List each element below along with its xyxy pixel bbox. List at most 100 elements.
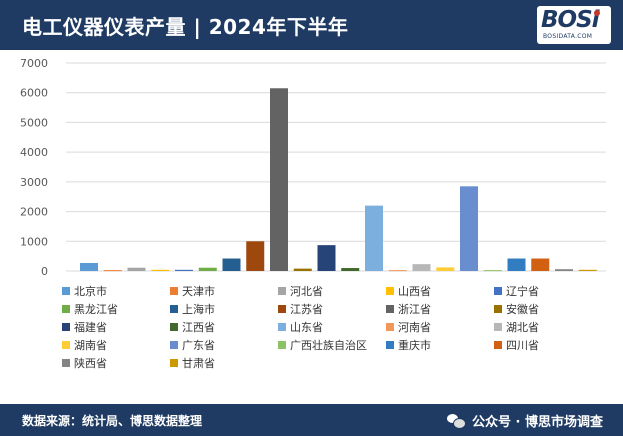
footer-bar: 数据来源：统计局、博思数据整理 公众号 · 博思市场调查	[0, 404, 623, 436]
account-label: 公众号 · 博思市场调查	[447, 411, 603, 430]
legend-item: 江苏省	[278, 301, 323, 317]
legend-swatch	[170, 341, 178, 349]
legend-swatch	[170, 323, 178, 331]
y-tick-label: 6000	[20, 87, 48, 100]
header-bar: 电工仪器仪表产量 | 2024年下半年 BOSi BOSIDATA.COM	[0, 0, 623, 50]
legend-label: 湖南省	[74, 339, 107, 352]
legend-label: 重庆市	[398, 339, 431, 352]
legend-swatch	[494, 305, 502, 313]
legend-item: 天津市	[170, 283, 215, 299]
legend-label: 辽宁省	[506, 285, 539, 298]
legend-swatch	[62, 323, 70, 331]
y-tick-label: 5000	[20, 116, 48, 129]
legend-label: 黑龙江省	[74, 303, 118, 316]
legend-label: 四川省	[506, 339, 539, 352]
y-tick-label: 4000	[20, 146, 48, 159]
legend-label: 北京市	[74, 285, 107, 298]
legend-label: 甘肃省	[182, 357, 215, 370]
page-title: 电工仪器仪表产量 | 2024年下半年	[22, 15, 349, 39]
bar-6	[222, 258, 241, 271]
legend-item: 广西壮族自治区	[278, 337, 367, 353]
bar-chart: 0 1000 2000 3000 4000 5000 6000 7000	[20, 57, 606, 278]
legend-label: 福建省	[74, 321, 107, 334]
bar-14	[412, 264, 431, 271]
legend-item: 北京市	[62, 283, 107, 299]
logo-text: BOSi	[541, 7, 600, 33]
legend-item: 福建省	[62, 319, 107, 335]
bar-10	[317, 245, 336, 271]
legend-label: 广西壮族自治区	[290, 339, 367, 352]
legend-item: 山西省	[386, 283, 431, 299]
data-source: 数据来源：统计局、博思数据整理	[22, 414, 203, 428]
legend-label: 安徽省	[506, 303, 539, 316]
bar-21	[578, 269, 597, 271]
bar-11	[341, 268, 360, 271]
legend-swatch	[278, 287, 286, 295]
logo-subtext: BOSIDATA.COM	[543, 33, 593, 40]
legend-label: 湖北省	[506, 321, 539, 334]
legend-swatch	[62, 341, 70, 349]
legend-label: 上海市	[182, 303, 215, 316]
legend-label: 广东省	[182, 339, 215, 352]
legend-item: 河北省	[278, 283, 323, 299]
bar-13	[388, 270, 407, 272]
bar-19	[531, 258, 550, 271]
logo-dot-icon	[594, 10, 600, 16]
legend-swatch	[386, 305, 394, 313]
legend-swatch	[494, 287, 502, 295]
y-tick-label: 3000	[20, 176, 48, 189]
legend-item: 湖北省	[494, 319, 539, 335]
legend-item: 重庆市	[386, 337, 431, 353]
bosi-logo: BOSi BOSIDATA.COM	[537, 6, 611, 44]
wechat-icon	[447, 414, 466, 429]
legend-label: 江苏省	[290, 303, 323, 316]
legend-item: 广东省	[170, 337, 215, 353]
legend-swatch	[386, 341, 394, 349]
legend-swatch	[494, 341, 502, 349]
legend-swatch	[278, 305, 286, 313]
chart-legend: 北京市 天津市 河北省 山西省 辽宁省黑龙江省 上海市 江苏省 浙江省 安徽省福建省 江西省 山东省…	[62, 283, 602, 373]
legend-item: 河南省	[386, 319, 431, 335]
bar-16	[460, 186, 478, 271]
legend-item: 辽宁省	[494, 283, 539, 299]
legend-swatch	[62, 305, 70, 313]
legend-item: 山东省	[278, 319, 323, 335]
legend-swatch	[62, 287, 70, 295]
legend-item: 湖南省	[62, 337, 107, 353]
bar-9	[293, 268, 312, 271]
bar-12	[365, 205, 383, 271]
legend-label: 山西省	[398, 285, 431, 298]
legend-swatch	[386, 323, 394, 331]
bar-4	[175, 269, 193, 271]
legend-swatch	[494, 323, 502, 331]
legend-swatch	[170, 305, 178, 313]
legend-swatch	[386, 287, 394, 295]
legend-item: 黑龙江省	[62, 301, 118, 317]
bar-1	[103, 270, 122, 272]
bar-0	[80, 262, 98, 271]
y-tick-label: 2000	[20, 206, 48, 219]
legend-item: 四川省	[494, 337, 539, 353]
bar-7	[246, 241, 265, 271]
legend-label: 江西省	[182, 321, 215, 334]
legend-label: 陕西省	[74, 357, 107, 370]
legend-item: 陕西省	[62, 355, 107, 371]
bar-8	[270, 88, 288, 271]
legend-item: 江西省	[170, 319, 215, 335]
bar-5	[198, 267, 217, 271]
legend-label: 河北省	[290, 285, 323, 298]
legend-label: 河南省	[398, 321, 431, 334]
legend-swatch	[170, 359, 178, 367]
bar-2	[127, 267, 146, 271]
y-tick-label: 1000	[20, 235, 48, 248]
legend-label: 天津市	[182, 285, 215, 298]
legend-item: 上海市	[170, 301, 215, 317]
bar-15	[436, 267, 455, 271]
y-tick-label: 0	[41, 265, 48, 278]
legend-swatch	[170, 287, 178, 295]
legend-item: 安徽省	[494, 301, 539, 317]
bar-18	[507, 258, 526, 271]
legend-swatch	[278, 341, 286, 349]
legend-item: 浙江省	[386, 301, 431, 317]
legend-label: 浙江省	[398, 303, 431, 316]
